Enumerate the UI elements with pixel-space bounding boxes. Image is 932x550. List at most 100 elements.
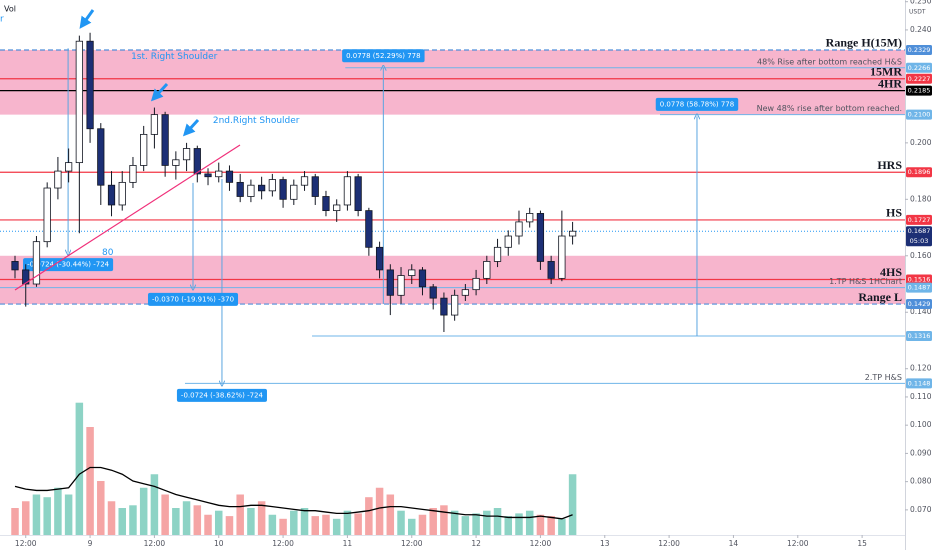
level-name: Range L (858, 290, 902, 304)
x-tick-label: 9 (88, 539, 93, 548)
price-badge (906, 85, 932, 96)
price-badge-label: 0.1687 (908, 227, 931, 235)
candle-body (236, 181, 244, 197)
candle-body (343, 176, 352, 206)
x-tick-label: 14 (729, 539, 739, 548)
price-badge (906, 226, 932, 247)
candle-body (182, 148, 191, 161)
price-badge-label: 0.1727 (908, 216, 931, 224)
volume-bar (472, 513, 480, 535)
zone (0, 49, 905, 115)
indicator-label: Vol (4, 5, 16, 14)
volume-bar (11, 508, 19, 535)
volume-bar (483, 510, 491, 535)
volume-bar (386, 494, 395, 535)
volume-bar (64, 494, 73, 535)
candle-body (558, 235, 566, 279)
volume-bar (290, 510, 298, 535)
currency: USDT (909, 9, 926, 16)
volume-bar (547, 516, 555, 535)
candle-body (107, 184, 116, 206)
drawings (14, 9, 241, 291)
x-tick-label: 12:00 (658, 539, 680, 548)
volume-bar (461, 516, 470, 535)
price-badge-label: 0.1148 (908, 379, 931, 387)
volume-bar (161, 494, 169, 535)
candle-body (483, 261, 491, 279)
volume-bar (504, 516, 513, 535)
volume-ma (14, 466, 573, 520)
candle-body (225, 170, 234, 183)
volume-bar (268, 514, 277, 535)
volume-bar (21, 501, 30, 535)
volume-bar (311, 516, 320, 535)
volume-bar (450, 510, 459, 535)
candle-body (54, 170, 62, 189)
volume-bar (236, 494, 244, 535)
volume-bar (365, 497, 373, 535)
volume-bar (32, 494, 41, 535)
candle-body (365, 210, 373, 248)
candle-body (451, 294, 459, 316)
x-tick-label: 12:00 (787, 539, 809, 548)
arrow (182, 118, 200, 137)
volume-bar (225, 516, 234, 535)
price-badge-label: 0.2185 (908, 87, 931, 95)
candle-body (247, 184, 255, 197)
candle-body (354, 176, 362, 212)
level-name: HS (886, 206, 902, 220)
candle-body (290, 184, 298, 200)
candle-body (204, 173, 212, 178)
price-badge (906, 299, 932, 310)
candle-body (568, 230, 577, 237)
measure-label: -0.0370 (-19.91%) -370 (152, 295, 234, 303)
candle-body (140, 133, 148, 166)
level-name: 15MR (870, 65, 902, 79)
measure-label: -0.0724 (-30.44%) -724 (27, 261, 110, 269)
x-tick-label: 12 (471, 539, 481, 548)
candle-body (526, 213, 534, 223)
measure-box (176, 388, 267, 402)
candle-body (193, 148, 201, 175)
price-badge-label: 0.1429 (908, 300, 931, 308)
level-name: New 48% rise after bottom reached. (757, 104, 902, 113)
plot-area: 0.0778 (52.29%) 778 0.0778 (58.78%) 778 -0… (0, 32, 905, 535)
x-tick-label: 12:00 (530, 539, 552, 548)
volume-bar (558, 518, 566, 535)
candle-body (461, 289, 469, 296)
candle-body (547, 261, 555, 279)
candle-body (65, 162, 73, 172)
price-badge (906, 167, 932, 178)
volume-bar (525, 510, 534, 535)
volume-bar (75, 402, 84, 535)
volume-bar (182, 501, 191, 535)
measure-box (655, 97, 739, 111)
volume-bar (300, 508, 309, 535)
candle-body (150, 114, 159, 135)
candle-body (300, 176, 309, 186)
candle-body (322, 196, 330, 212)
annotation: 80 (102, 248, 114, 258)
candle-body (386, 269, 394, 296)
measure-box (23, 258, 114, 272)
candle-body (75, 40, 83, 164)
candle-body (333, 204, 341, 212)
candle-body (129, 165, 137, 183)
volume-bar (279, 518, 287, 535)
candle-body (32, 241, 41, 285)
price-badge-label: 0.2100 (908, 111, 931, 119)
volume-bar (97, 481, 105, 535)
volume-bar (440, 505, 448, 535)
candle-body (161, 114, 169, 166)
price-badge-label: 0.1316 (908, 332, 931, 340)
measure-label: 0.0778 (58.78%) 778 (660, 100, 734, 108)
candle-body (472, 277, 480, 291)
